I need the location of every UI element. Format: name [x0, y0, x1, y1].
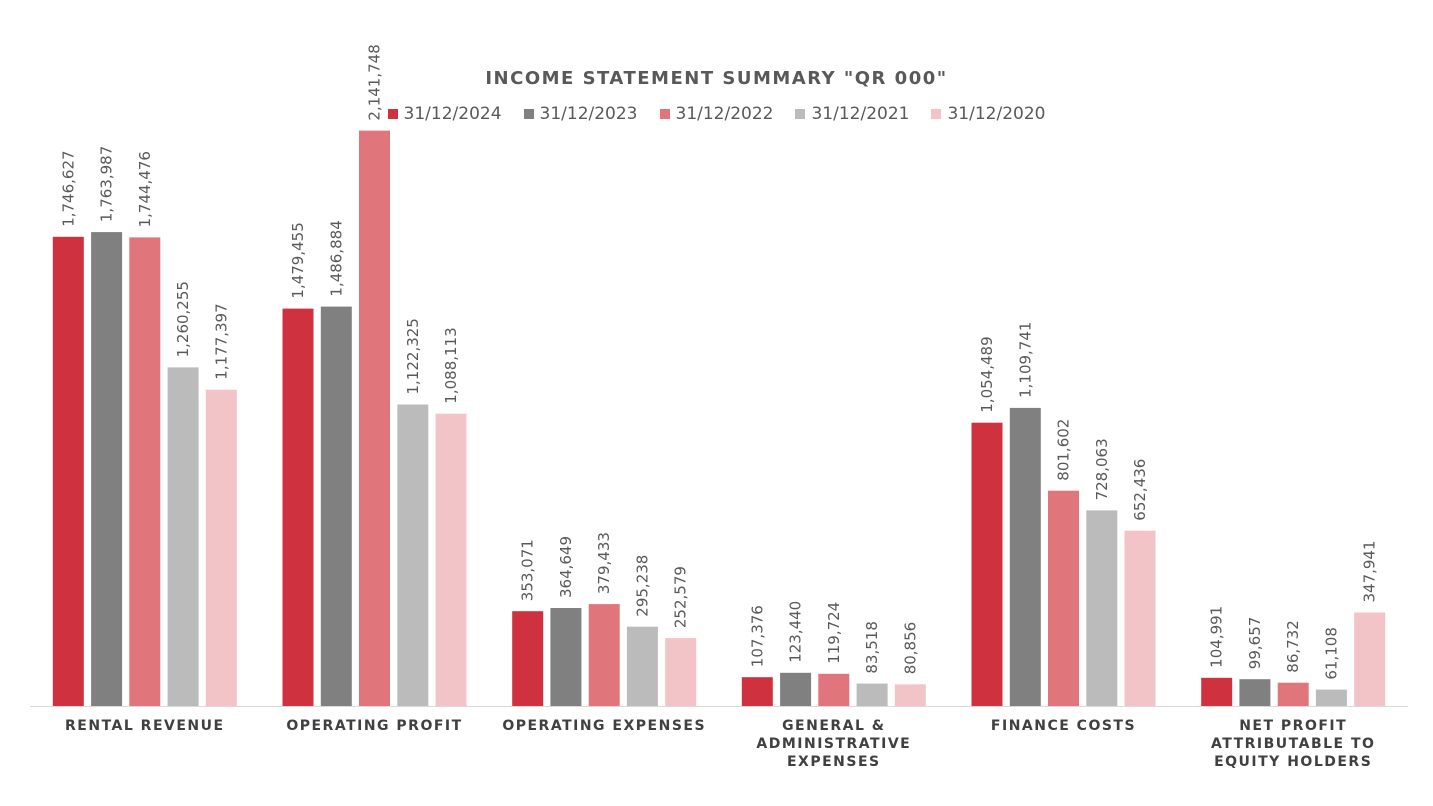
- bar: [1354, 612, 1386, 706]
- legend-swatch: [795, 109, 806, 119]
- bar-value-label: 364,649: [557, 536, 575, 598]
- legend-item: 31/12/2024: [387, 104, 502, 124]
- bar-value-label: 80,856: [901, 622, 919, 675]
- legend-label: 31/12/2022: [675, 104, 774, 124]
- bar-value-label: 728,063: [1093, 438, 1111, 500]
- bar-value-label: 107,376: [748, 605, 766, 667]
- bar-value-label: 104,991: [1208, 606, 1226, 668]
- category-label: OPERATING EXPENSES: [502, 718, 706, 734]
- bar: [1009, 407, 1041, 706]
- category-label: ADMINISTRATIVE: [756, 736, 911, 752]
- legend-swatch: [659, 109, 670, 119]
- bar-value-label: 1,763,987: [98, 146, 116, 222]
- bar: [1315, 689, 1347, 706]
- bar-value-label: 347,941: [1361, 540, 1379, 602]
- bar: [971, 422, 1003, 706]
- category-label: RENTAL REVENUE: [65, 718, 225, 734]
- bar: [1086, 510, 1118, 706]
- bar-value-label: 1,177,397: [212, 303, 230, 379]
- legend-swatch: [931, 109, 942, 119]
- legend-swatch: [523, 109, 534, 119]
- category-label: EQUITY HOLDERS: [1214, 754, 1372, 770]
- legend-item: 31/12/2023: [523, 104, 638, 124]
- bar-value-label: 123,440: [787, 601, 805, 663]
- category-label: ATTRIBUTABLE TO: [1211, 736, 1375, 752]
- bar-value-label: 1,744,476: [136, 151, 154, 227]
- bar-value-label: 2,141,748: [366, 44, 384, 120]
- bar: [1201, 677, 1233, 706]
- bar: [1239, 679, 1271, 706]
- bar: [435, 413, 467, 706]
- bar-value-label: 86,732: [1284, 620, 1302, 673]
- category-label: EXPENSES: [787, 754, 881, 770]
- bar: [282, 308, 314, 706]
- bar-value-label: 801,602: [1055, 419, 1073, 481]
- chart-legend: 31/12/2024 31/12/2023 31/12/2022 31/12/2021…: [0, 104, 1433, 124]
- bar-value-label: 1,054,489: [978, 336, 996, 412]
- bar: [588, 604, 620, 706]
- bar: [167, 367, 199, 706]
- legend-label: 31/12/2024: [403, 104, 502, 124]
- bar: [359, 130, 390, 707]
- bar: [550, 608, 582, 706]
- bar: [1124, 530, 1156, 706]
- bar: [856, 683, 888, 706]
- bar-value-label: 379,433: [595, 532, 613, 594]
- bar-value-label: 252,579: [672, 566, 690, 628]
- bar-value-label: 1,122,325: [404, 318, 422, 394]
- bar: [626, 626, 658, 706]
- bar-value-label: 83,518: [863, 621, 881, 674]
- bar-value-label: 1,088,113: [442, 327, 460, 403]
- category-label: OPERATING PROFIT: [286, 718, 462, 734]
- legend-label: 31/12/2021: [811, 104, 910, 124]
- bar-value-label: 1,109,741: [1016, 322, 1034, 398]
- bar: [397, 404, 429, 706]
- legend-item: 31/12/2021: [795, 104, 909, 124]
- bar: [52, 236, 84, 707]
- bar-value-label: 652,436: [1131, 459, 1149, 521]
- bar: [512, 611, 544, 706]
- chart-title: INCOME STATEMENT SUMMARY "QR 000": [485, 68, 948, 89]
- category-label: FINANCE COSTS: [991, 718, 1136, 734]
- bar: [91, 232, 123, 706]
- bar-value-label: 99,657: [1246, 617, 1264, 670]
- bar: [665, 638, 697, 706]
- category-label: GENERAL &: [782, 718, 885, 734]
- bar: [129, 237, 161, 706]
- bar-value-label: 353,071: [519, 539, 537, 601]
- bar: [741, 677, 773, 706]
- legend-label: 31/12/2020: [947, 104, 1046, 124]
- bar: [205, 389, 237, 706]
- bar-value-label: 1,260,255: [174, 281, 192, 357]
- bar: [1277, 682, 1309, 706]
- legend-label: 31/12/2023: [539, 104, 638, 124]
- bar: [818, 673, 850, 706]
- bar-value-label: 61,108: [1322, 627, 1340, 680]
- bar-value-label: 1,746,627: [59, 150, 77, 226]
- bar-value-label: 1,479,455: [289, 222, 307, 298]
- bar: [780, 672, 812, 706]
- legend-item: 31/12/2022: [659, 104, 774, 124]
- category-label: NET PROFIT: [1239, 718, 1347, 734]
- legend-item: 31/12/2020: [931, 104, 1045, 124]
- bar-value-label: 119,724: [825, 602, 843, 664]
- bar: [320, 306, 352, 706]
- bar-value-label: 295,238: [633, 555, 651, 617]
- bar-value-label: 1,486,884: [327, 220, 345, 296]
- bar: [1048, 490, 1079, 706]
- bar: [894, 684, 926, 706]
- legend-swatch: [387, 109, 398, 119]
